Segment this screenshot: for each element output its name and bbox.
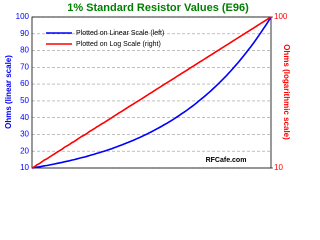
series-line bbox=[31, 16, 272, 169]
legend-label: Plotted on Log Scale (right) bbox=[76, 41, 161, 48]
y2-tick-label: 10 bbox=[274, 163, 283, 172]
y-tick-label: 40 bbox=[20, 113, 29, 122]
annotation: RFCafe.com bbox=[206, 157, 247, 164]
y-tick-label: 30 bbox=[20, 130, 29, 139]
y-tick-label: 80 bbox=[20, 46, 29, 55]
legend-label: Plotted on Linear Scale (left) bbox=[76, 30, 164, 37]
y-axis-label: Ohms (linear scale) bbox=[4, 55, 13, 129]
series-line bbox=[31, 16, 272, 169]
y2-tick-label: 100 bbox=[274, 12, 288, 21]
y2-axis-label: Ohms (logarithmic scale) bbox=[282, 44, 291, 140]
y-tick-label: 50 bbox=[20, 96, 29, 105]
chart: 1% Standard Resistor Values (E96) Ohms (… bbox=[4, 1, 291, 173]
y-tick-label: 100 bbox=[16, 12, 30, 21]
y-tick-label: 10 bbox=[20, 163, 29, 172]
y-tick-label: 90 bbox=[20, 29, 29, 38]
y-tick-label: 20 bbox=[20, 146, 29, 155]
y-tick-label: 70 bbox=[20, 62, 29, 71]
y-tick-label: 60 bbox=[20, 79, 29, 88]
plot-frame bbox=[31, 16, 272, 169]
chart-title: 1% Standard Resistor Values (E96) bbox=[67, 2, 249, 14]
